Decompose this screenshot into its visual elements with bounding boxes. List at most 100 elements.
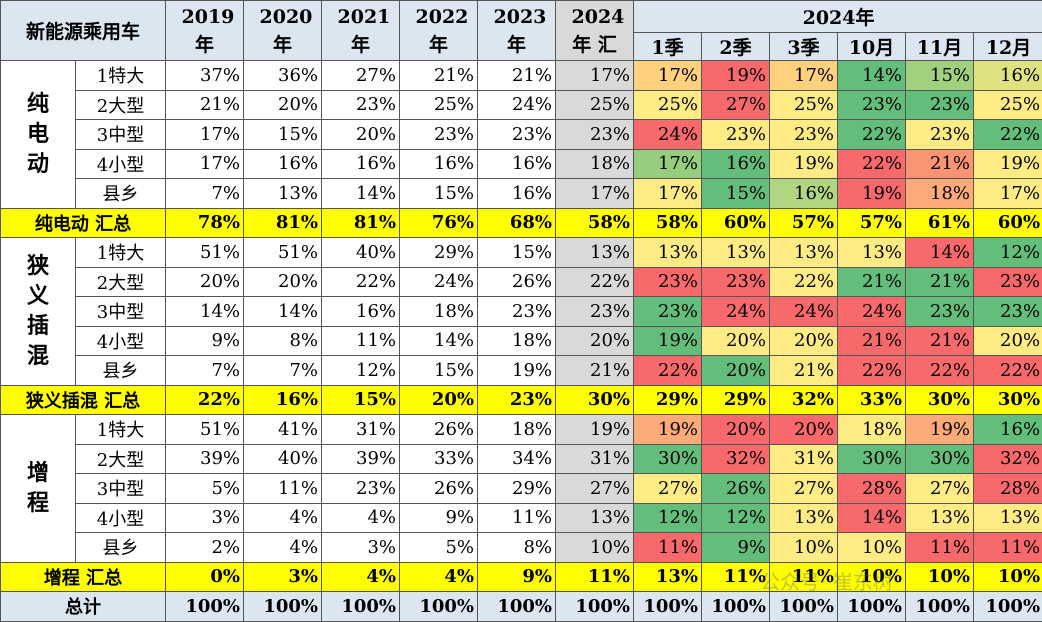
value-cell: 23%	[770, 120, 838, 150]
subtotal-value: 16%	[244, 385, 322, 415]
subtotal-value: 58%	[556, 208, 634, 238]
value-cell: 12%	[322, 356, 400, 386]
value-cell: 11%	[322, 326, 400, 356]
subtotal-value: 9%	[478, 562, 556, 592]
value-cell: 22%	[634, 356, 702, 386]
value-cell: 13%	[838, 238, 906, 268]
value-cell: 23%	[702, 267, 770, 297]
value-cell: 23%	[838, 90, 906, 120]
subtotal-value: 57%	[838, 208, 906, 238]
value-cell: 22%	[838, 356, 906, 386]
value-cell: 14%	[838, 503, 906, 533]
subtotal-value: 29%	[634, 385, 702, 415]
row-label: 3中型	[76, 297, 166, 327]
value-cell: 14%	[166, 297, 244, 327]
subtotal-value: 68%	[478, 208, 556, 238]
row-label: 4小型	[76, 149, 166, 179]
value-cell: 11%	[244, 474, 322, 504]
value-cell: 3%	[322, 533, 400, 563]
value-cell: 23%	[400, 120, 478, 150]
value-cell: 7%	[244, 356, 322, 386]
value-cell: 14%	[400, 326, 478, 356]
value-cell: 20%	[974, 326, 1042, 356]
value-cell: 7%	[166, 356, 244, 386]
group-text: 增程	[27, 458, 49, 518]
value-cell: 19%	[634, 415, 702, 445]
total-value: 100%	[702, 592, 770, 622]
subtotal-value: 60%	[974, 208, 1042, 238]
year-header: 2021年	[322, 1, 400, 61]
value-cell: 5%	[400, 533, 478, 563]
subtotal-value: 30%	[974, 385, 1042, 415]
value-cell: 20%	[770, 415, 838, 445]
value-cell: 9%	[702, 533, 770, 563]
subtotal-value: 0%	[166, 562, 244, 592]
value-cell: 20%	[244, 267, 322, 297]
value-cell: 30%	[838, 444, 906, 474]
total-value: 100%	[322, 592, 400, 622]
value-cell: 10%	[770, 533, 838, 563]
value-cell: 17%	[556, 61, 634, 91]
value-cell: 13%	[556, 238, 634, 268]
value-cell: 32%	[974, 444, 1042, 474]
value-cell: 19%	[556, 415, 634, 445]
total-value: 100%	[400, 592, 478, 622]
value-cell: 30%	[634, 444, 702, 474]
value-cell: 40%	[322, 238, 400, 268]
value-cell: 8%	[244, 326, 322, 356]
value-cell: 18%	[556, 149, 634, 179]
value-cell: 17%	[974, 179, 1042, 209]
year-text: 2019年	[182, 3, 228, 59]
corner-header: 新能源乘用车	[1, 1, 166, 61]
value-cell: 13%	[974, 503, 1042, 533]
value-cell: 16%	[974, 415, 1042, 445]
year-header: 2019年	[166, 1, 244, 61]
value-cell: 22%	[906, 356, 974, 386]
value-cell: 41%	[244, 415, 322, 445]
value-cell: 22%	[838, 120, 906, 150]
group-text: 纯电动	[27, 89, 49, 179]
value-cell: 18%	[400, 297, 478, 327]
value-cell: 16%	[478, 149, 556, 179]
value-cell: 18%	[838, 415, 906, 445]
value-cell: 7%	[166, 179, 244, 209]
subtotal-value: 32%	[770, 385, 838, 415]
value-cell: 5%	[166, 474, 244, 504]
value-cell: 12%	[702, 503, 770, 533]
year-text: 2023年	[494, 3, 540, 59]
value-cell: 19%	[702, 61, 770, 91]
value-cell: 13%	[634, 238, 702, 268]
row-label: 1特大	[76, 61, 166, 91]
value-cell: 25%	[634, 90, 702, 120]
value-cell: 26%	[702, 474, 770, 504]
value-cell: 17%	[634, 149, 702, 179]
value-cell: 16%	[322, 149, 400, 179]
value-cell: 25%	[400, 90, 478, 120]
value-cell: 27%	[906, 474, 974, 504]
value-cell: 13%	[556, 503, 634, 533]
value-cell: 23%	[322, 90, 400, 120]
value-cell: 30%	[906, 444, 974, 474]
value-cell: 16%	[244, 149, 322, 179]
value-cell: 25%	[556, 90, 634, 120]
group-text: 狭义插混	[27, 251, 49, 371]
total-value: 100%	[906, 592, 974, 622]
year-header: 2022年	[400, 1, 478, 61]
value-cell: 15%	[702, 179, 770, 209]
value-cell: 20%	[166, 267, 244, 297]
value-cell: 28%	[974, 474, 1042, 504]
value-cell: 26%	[478, 267, 556, 297]
value-cell: 23%	[906, 90, 974, 120]
value-cell: 23%	[906, 120, 974, 150]
year-header: 2023年	[478, 1, 556, 61]
value-cell: 26%	[400, 474, 478, 504]
value-cell: 27%	[556, 474, 634, 504]
value-cell: 51%	[166, 415, 244, 445]
value-cell: 21%	[166, 90, 244, 120]
value-cell: 4%	[244, 503, 322, 533]
